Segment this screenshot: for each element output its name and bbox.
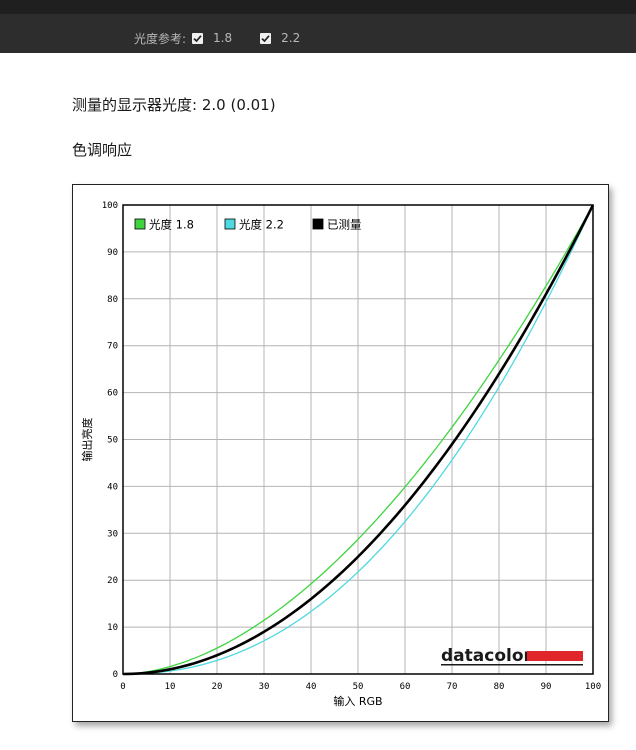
chart-svg: 0 10 20 30 40 50 60 70 80 90 100 0 10 20 30 40 50 60 70 80 9…	[80, 201, 601, 708]
datacolor-logo: datacolor	[441, 646, 583, 666]
legend-swatch-0	[134, 218, 146, 230]
check-icon	[261, 34, 270, 42]
datacolor-red-bar	[527, 651, 583, 661]
legend-label-1: 光度 2.2	[239, 218, 284, 232]
legend-label-0: 光度 1.8	[149, 218, 194, 232]
y-tick-label: 40	[107, 482, 118, 492]
y-tick-label: 50	[107, 436, 118, 446]
gamma-1-8-label: 1.8	[213, 31, 233, 45]
reference-gamma-group: 光度参考: 1.8 2.2	[134, 28, 328, 48]
x-tick-label: 60	[400, 682, 411, 692]
measured-gamma-line: 测量的显示器光度: 2.0 (0.01)	[72, 94, 276, 115]
series-line-2	[122, 204, 595, 676]
tone-response-chart: 0 10 20 30 40 50 60 70 80 90 100 0 10 20 30 40 50 60 70 80 9…	[72, 184, 609, 722]
gamma-2-2-label: 2.2	[281, 31, 301, 45]
y-tick-label: 0	[113, 670, 118, 680]
series-line-0	[122, 204, 594, 675]
measured-gamma-value: 2.0 (0.01)	[201, 96, 276, 114]
legend-label-2: 已测量	[327, 218, 362, 232]
chart-legend: 光度 1.8 光度 2.2 已测量	[134, 218, 362, 232]
datacolor-wordmark: datacolor	[441, 646, 533, 666]
x-axis-title: 输入 RGB	[333, 694, 382, 708]
y-tick-label: 100	[102, 201, 118, 211]
reference-label: 光度参考:	[134, 31, 187, 46]
measured-gamma-label: 测量的显示器光度:	[72, 96, 198, 114]
chart-ticks: 0 10 20 30 40 50 60 70 80 90 100 0 10 20 30 40 50 60 70 80 9…	[102, 201, 601, 692]
x-tick-label: 70	[447, 682, 458, 692]
y-tick-label: 90	[107, 248, 118, 258]
top-toolbar: 光度参考: 1.8 2.2	[0, 0, 636, 53]
check-icon	[193, 34, 202, 42]
series-line-1	[122, 204, 594, 675]
y-axis-title: 输出亮度	[80, 418, 94, 462]
y-tick-label: 30	[107, 529, 118, 539]
y-tick-label: 80	[107, 295, 118, 305]
gamma-2-2-checkbox[interactable]	[260, 32, 272, 44]
legend-swatch-1	[224, 218, 236, 230]
x-tick-label: 40	[306, 682, 317, 692]
chart-grid	[122, 204, 594, 675]
gamma-1-8-checkbox[interactable]	[192, 32, 204, 44]
x-tick-label: 30	[259, 682, 270, 692]
chart-series	[122, 204, 595, 676]
legend-swatch-2	[312, 218, 324, 230]
x-tick-label: 100	[585, 682, 601, 692]
y-tick-label: 20	[107, 576, 118, 586]
tone-response-title: 色调响应	[72, 141, 133, 159]
x-tick-label: 80	[494, 682, 505, 692]
y-tick-label: 70	[107, 342, 118, 352]
x-tick-label: 50	[353, 682, 364, 692]
plot-area-border	[122, 204, 594, 675]
x-tick-label: 0	[120, 682, 125, 692]
x-tick-label: 20	[212, 682, 223, 692]
x-tick-label: 90	[541, 682, 552, 692]
y-tick-label: 10	[107, 623, 118, 633]
x-tick-label: 10	[165, 682, 176, 692]
datacolor-underline	[441, 664, 583, 666]
y-tick-label: 60	[107, 389, 118, 399]
